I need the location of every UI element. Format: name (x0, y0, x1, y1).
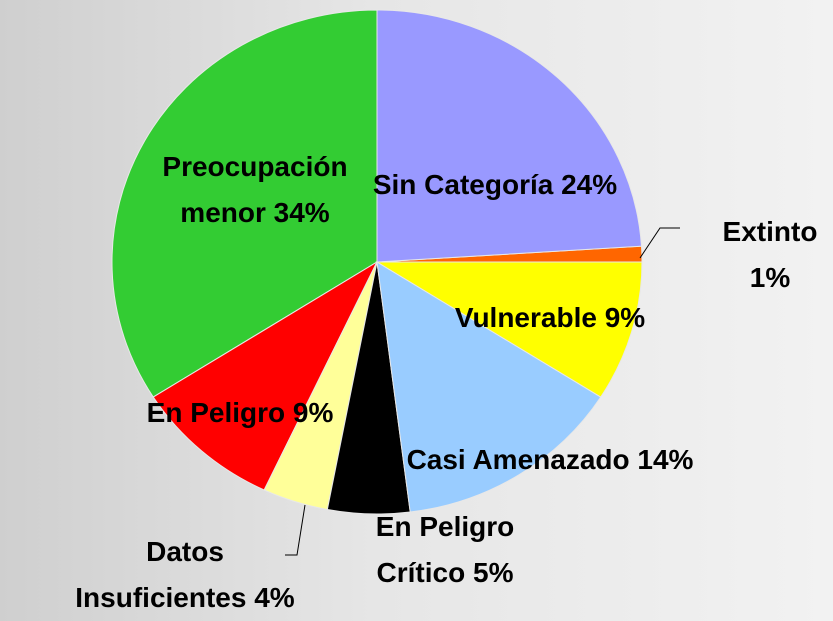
leader-line (285, 504, 306, 556)
category-label: Preocupación menor (162, 151, 348, 228)
value-label: 34% (273, 197, 330, 228)
category-label: En Peligro (146, 397, 286, 428)
value-label: 9% (292, 397, 334, 428)
data-label: Sin Categoría 24% (365, 162, 625, 208)
category-label: Casi Amenazado (406, 444, 630, 475)
category-label: Datos Insuficientes (75, 536, 247, 613)
data-label: Casi Amenazado 14% (390, 437, 710, 483)
category-label: Vulnerable (454, 302, 597, 333)
data-label: En Peligro 9% (140, 390, 340, 436)
data-label: Extinto 1% (705, 209, 833, 301)
value-label: 1% (749, 262, 791, 293)
pie-slice (152, 260, 379, 491)
data-label: Vulnerable 9% (440, 295, 660, 341)
category-label: Extinto (722, 216, 818, 247)
value-label: 5% (473, 557, 514, 588)
category-label: Sin Categoría (372, 169, 554, 200)
pie-slice (376, 9, 643, 263)
data-label: En Peligro Crítico 5% (345, 504, 545, 596)
value-label: 4% (254, 582, 295, 613)
data-label: Datos Insuficientes 4% (60, 529, 310, 621)
category-label: En Peligro Crítico (375, 511, 515, 588)
data-label: Preocupación menor 34% (135, 144, 375, 236)
value-label: 24% (561, 169, 618, 200)
pie-slice (111, 9, 378, 398)
value-label: 14% (637, 444, 694, 475)
leader-line (639, 227, 680, 259)
pie-slice (375, 261, 643, 398)
pie-slice (376, 261, 602, 513)
value-label: 9% (604, 302, 646, 333)
